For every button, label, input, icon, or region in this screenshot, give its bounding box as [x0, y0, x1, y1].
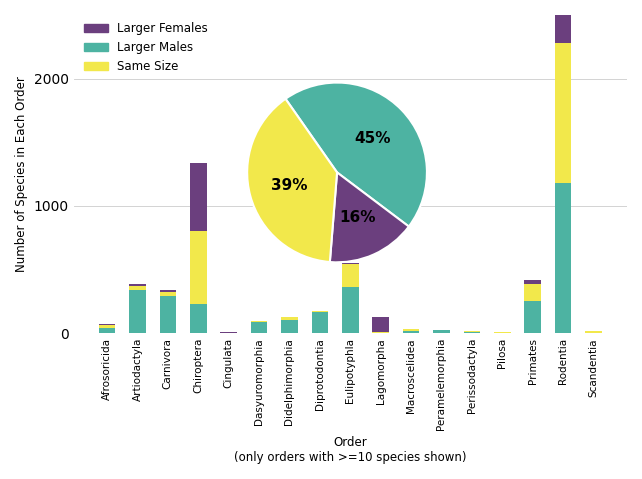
Bar — [159, 297, 176, 333]
Bar — [525, 280, 541, 284]
Bar — [525, 284, 541, 301]
Bar — [342, 287, 359, 333]
Text: 39%: 39% — [271, 178, 308, 193]
Bar — [251, 322, 268, 333]
Bar — [372, 332, 389, 333]
Bar — [403, 331, 419, 333]
Bar — [555, 43, 571, 183]
Bar — [464, 332, 480, 333]
Bar — [129, 290, 146, 333]
Bar — [342, 263, 359, 264]
Bar — [342, 264, 359, 287]
Y-axis label: Number of Species in Each Order: Number of Species in Each Order — [15, 76, 28, 272]
Bar — [372, 317, 389, 332]
Legend: Larger Females, Larger Males, Same Size: Larger Females, Larger Males, Same Size — [80, 18, 213, 78]
Text: 16%: 16% — [339, 210, 376, 225]
Text: 45%: 45% — [354, 131, 391, 146]
Bar — [281, 317, 298, 320]
Bar — [525, 301, 541, 333]
X-axis label: Order
(only orders with >=10 species shown): Order (only orders with >=10 species sho… — [234, 436, 467, 464]
Wedge shape — [330, 172, 409, 262]
Bar — [311, 311, 328, 333]
Bar — [464, 331, 480, 332]
Bar — [190, 231, 207, 304]
Bar — [129, 284, 146, 286]
Wedge shape — [286, 82, 427, 227]
Bar — [129, 286, 146, 290]
Bar — [281, 320, 298, 333]
Bar — [159, 293, 176, 297]
Bar — [433, 330, 450, 331]
Bar — [159, 290, 176, 293]
Bar — [99, 328, 116, 333]
Bar — [555, 3, 571, 43]
Bar — [190, 163, 207, 231]
Bar — [190, 304, 207, 333]
Bar — [403, 329, 419, 331]
Bar — [251, 321, 268, 322]
Wedge shape — [247, 99, 337, 262]
Bar — [433, 331, 450, 333]
Bar — [99, 324, 116, 325]
Bar — [99, 325, 116, 328]
Bar — [494, 332, 510, 333]
Bar — [585, 331, 602, 333]
Bar — [555, 183, 571, 333]
